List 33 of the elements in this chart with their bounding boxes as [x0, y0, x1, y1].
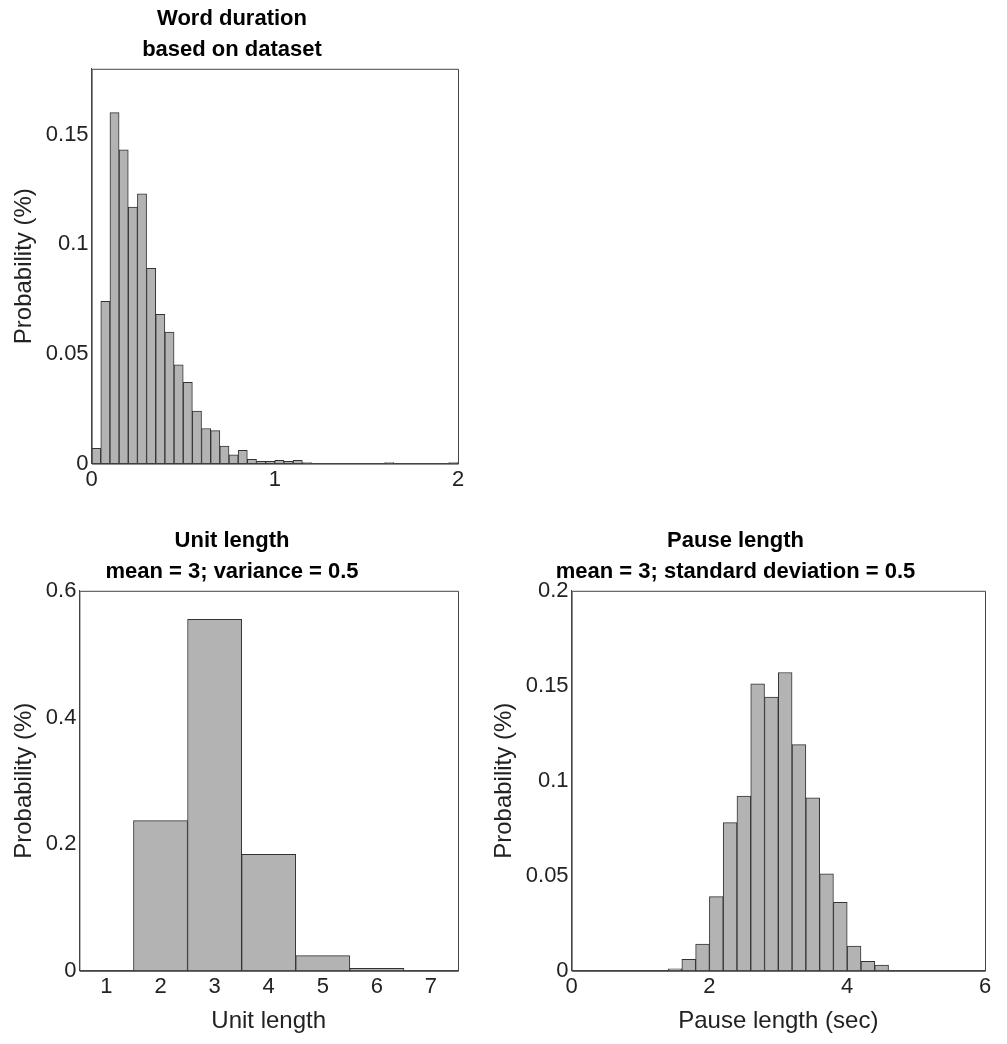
x-axis-title: Unit length — [211, 1006, 327, 1034]
y-tick-label: 0 — [64, 956, 77, 982]
chart-title: Word duration — [157, 5, 307, 31]
y-tick-label: 0.15 — [525, 671, 569, 697]
x-tick-label: 1 — [268, 465, 281, 491]
y-tick-label: 0.1 — [58, 230, 89, 256]
x-tick-label: 2 — [703, 973, 716, 999]
x-tick-label: 4 — [841, 973, 854, 999]
chart-title: Unit length — [174, 527, 290, 553]
y-axis-title: Probability (%) — [9, 188, 37, 345]
chart-subtitle: mean = 3; standard deviation = 0.5 — [555, 557, 916, 583]
y-tick-label: 0.2 — [45, 830, 77, 856]
x-tick-label: 1 — [100, 973, 113, 999]
y-axis-title: Probability (%) — [489, 702, 517, 859]
x-tick-label: 7 — [424, 973, 438, 999]
y-tick-label: 0.6 — [45, 576, 77, 602]
y-tick-label: 0.05 — [45, 340, 89, 365]
x-tick-label: 3 — [208, 973, 221, 999]
x-tick-label: 6 — [370, 973, 383, 999]
x-axis-title: Pause length (sec) — [678, 1006, 879, 1034]
x-tick-label: 6 — [978, 973, 992, 999]
chart-subtitle: based on dataset — [142, 35, 323, 61]
y-tick-label: 0.05 — [525, 861, 569, 887]
x-tick-label: 5 — [316, 973, 329, 999]
x-tick-label: 4 — [262, 973, 275, 999]
chart-title: Pause length — [667, 527, 804, 553]
x-tick-label: 2 — [154, 973, 167, 999]
x-tick-label: 2 — [451, 465, 465, 491]
chart-subtitle: mean = 3; variance = 0.5 — [105, 557, 359, 583]
y-tick-label: 0.1 — [538, 766, 569, 792]
y-axis-title: Probability (%) — [9, 702, 37, 859]
y-tick-label: 0.15 — [45, 120, 89, 146]
y-tick-label: 0.4 — [45, 703, 77, 729]
